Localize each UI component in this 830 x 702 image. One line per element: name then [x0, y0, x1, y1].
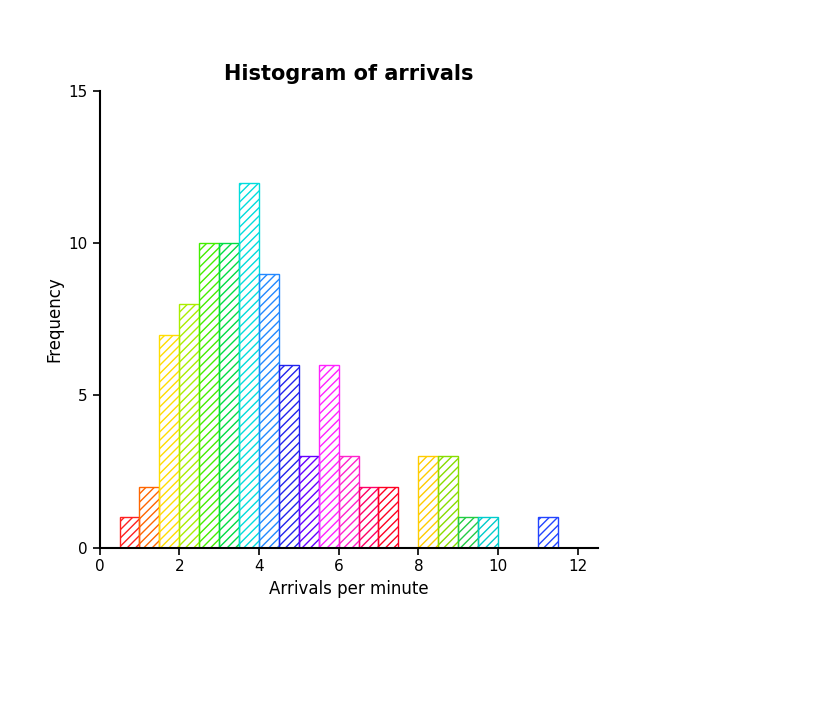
Bar [120, 517, 139, 548]
Bar [378, 486, 398, 548]
Bar [319, 365, 339, 548]
Bar [199, 244, 219, 548]
Title: Histogram of arrivals: Histogram of arrivals [224, 64, 473, 84]
Bar [259, 274, 279, 548]
Bar [538, 517, 558, 548]
Bar [279, 365, 299, 548]
Bar [359, 486, 378, 548]
Bar [159, 335, 179, 548]
Bar [219, 244, 239, 548]
Bar [438, 456, 458, 548]
Bar [458, 517, 478, 548]
Bar [478, 517, 498, 548]
Bar [339, 456, 359, 548]
Bar [179, 304, 199, 548]
X-axis label: Arrivals per minute: Arrivals per minute [269, 580, 428, 598]
Bar [299, 456, 319, 548]
Bar [239, 183, 259, 548]
Bar [139, 486, 159, 548]
Y-axis label: Frequency: Frequency [45, 277, 63, 362]
Bar [418, 456, 438, 548]
